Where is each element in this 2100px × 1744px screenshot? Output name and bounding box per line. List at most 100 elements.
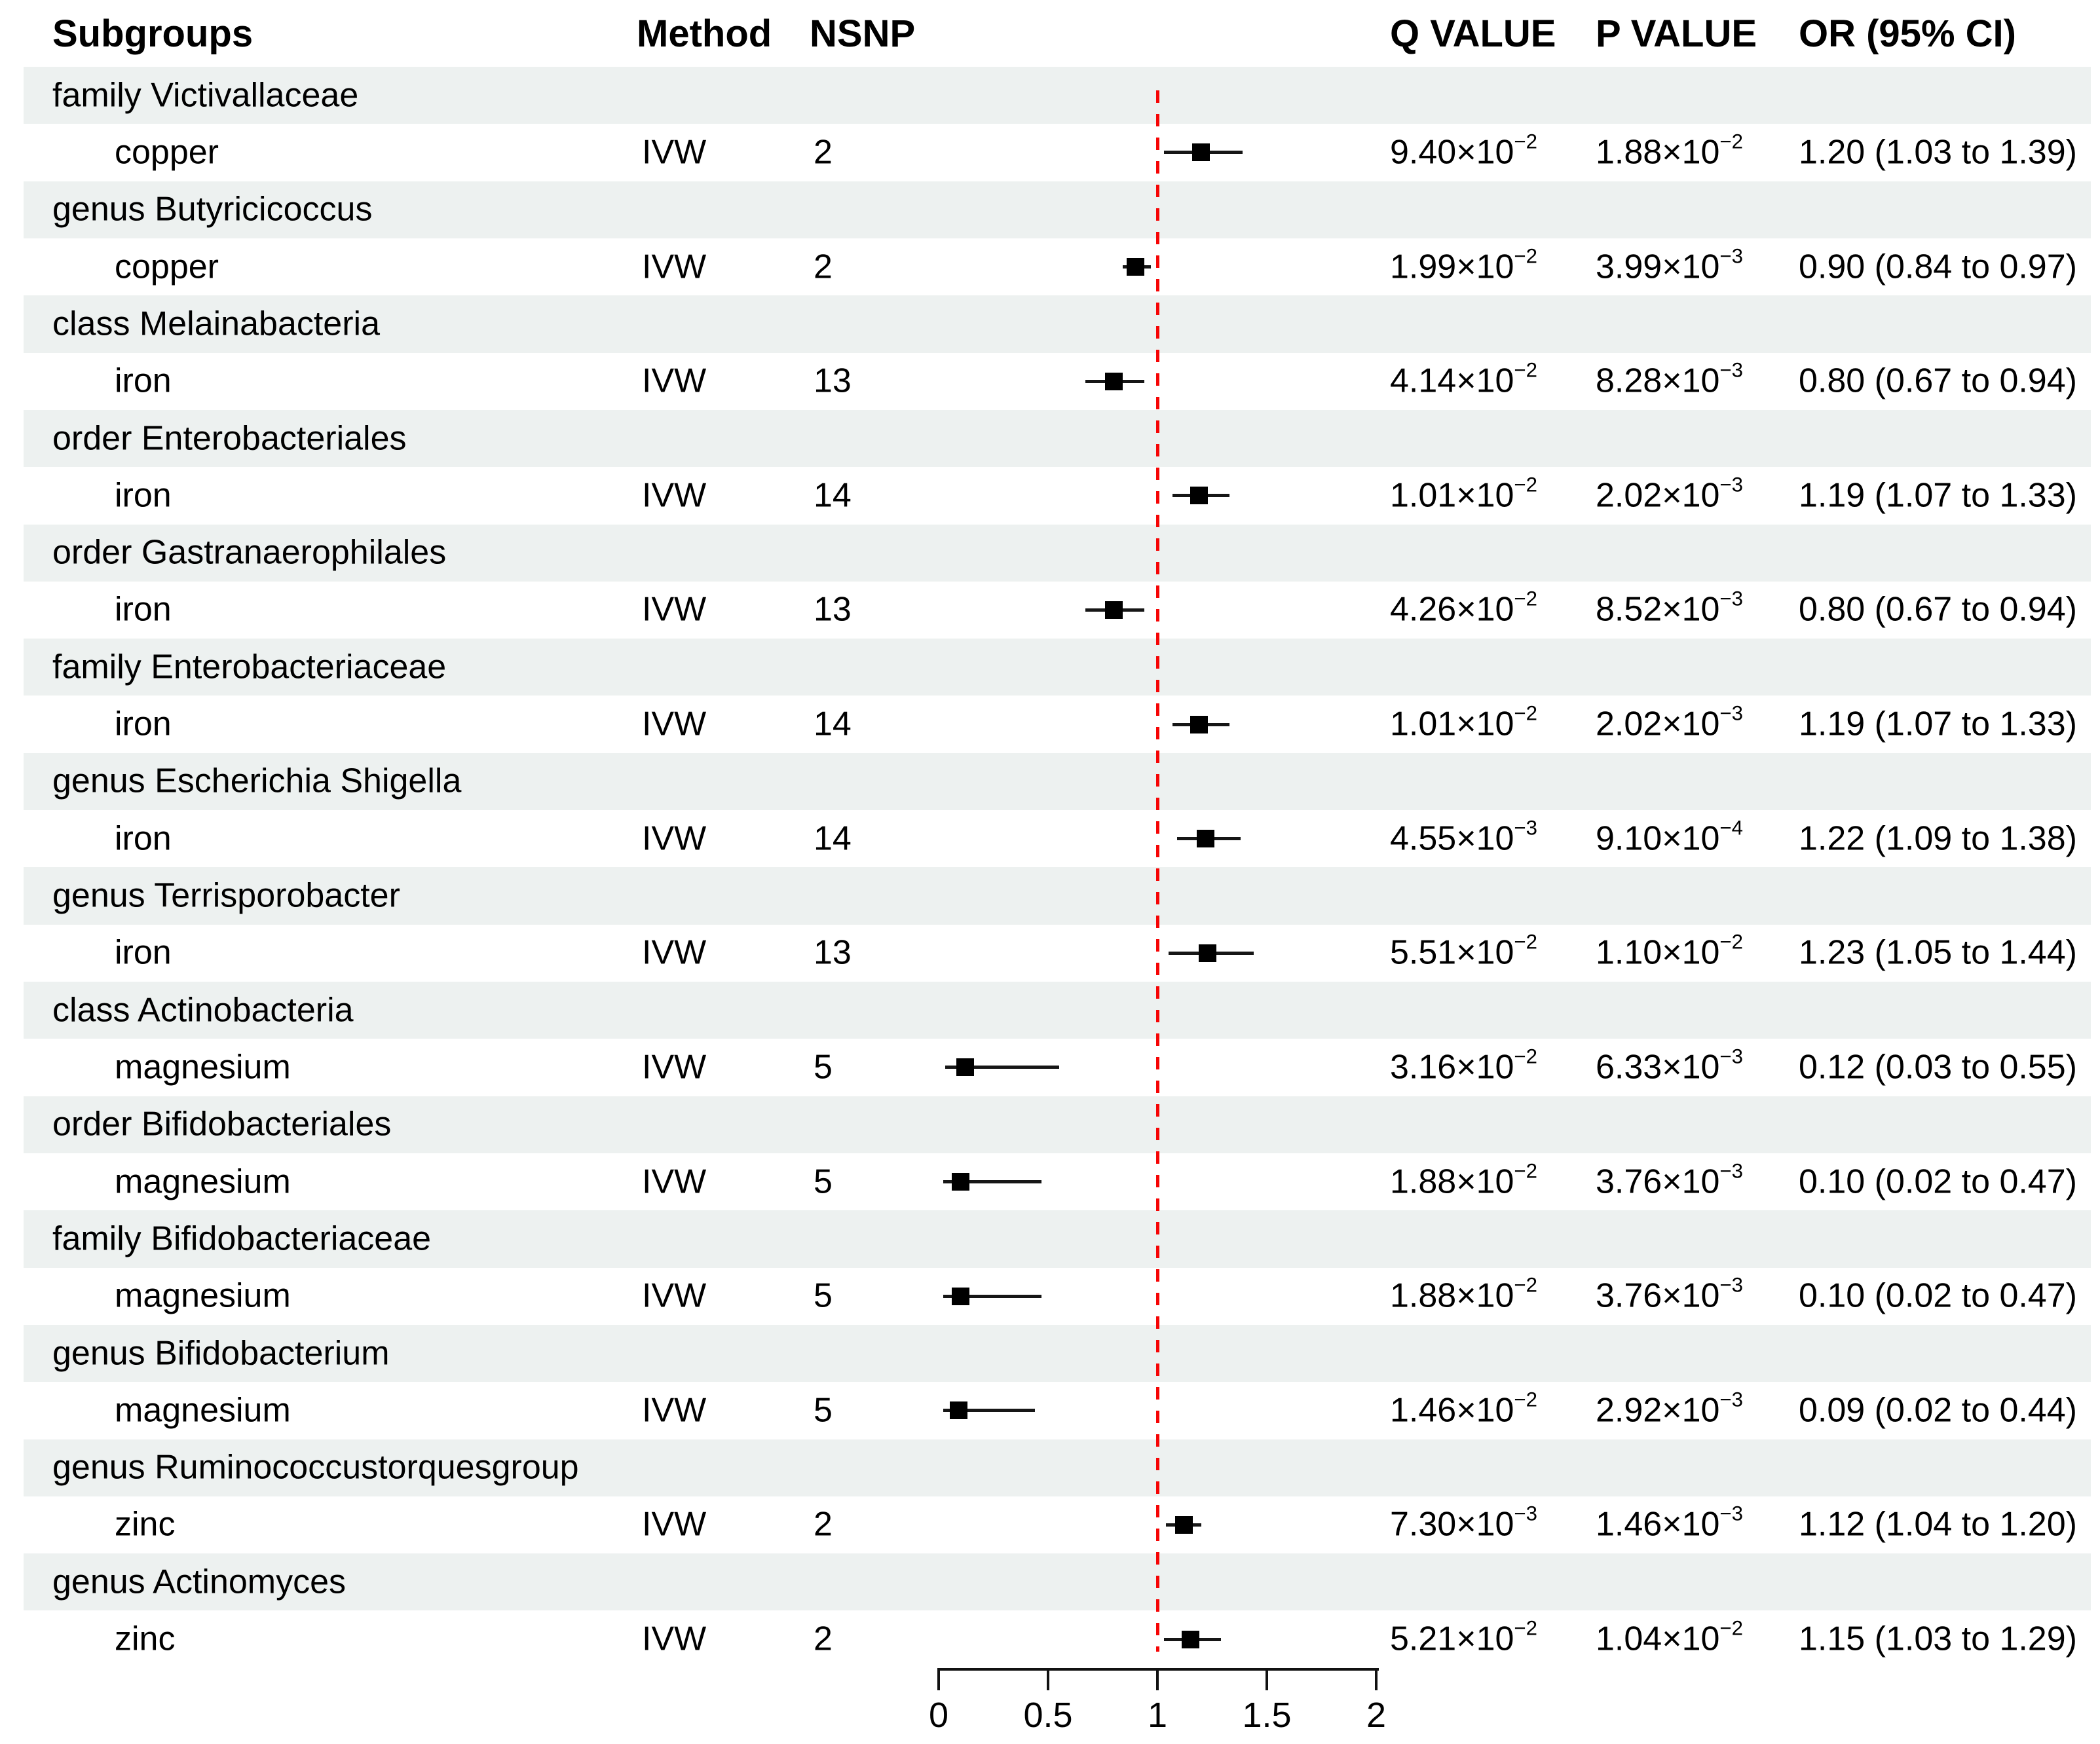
data-row: copper IVW 2 9.40×10−2 1.88×10−2 1.20 (1… — [0, 124, 2100, 181]
group-label: order Bifidobacteriales — [52, 1105, 392, 1143]
q-value: 4.26×10−2 — [1390, 587, 1537, 629]
nsnp-value: 13 — [814, 590, 852, 629]
or-point-marker — [1127, 258, 1145, 276]
x-axis-tick-label: 0.5 — [1023, 1696, 1073, 1735]
column-header-p-value: P VALUE — [1596, 12, 1757, 55]
column-header-q-value: Q VALUE — [1390, 12, 1556, 55]
q-value: 3.16×10−2 — [1390, 1045, 1537, 1086]
data-row: magnesium IVW 5 1.46×10−2 2.92×10−3 0.09… — [0, 1382, 2100, 1439]
or-ci-value: 1.19 (1.07 to 1.33) — [1799, 476, 2077, 515]
p-value: 3.76×10−3 — [1596, 1273, 1743, 1315]
q-value: 1.46×10−2 — [1390, 1388, 1537, 1430]
q-value: 5.21×10−2 — [1390, 1616, 1537, 1658]
data-row: copper IVW 2 1.99×10−2 3.99×10−3 0.90 (0… — [0, 238, 2100, 296]
or-ci-value: 1.19 (1.07 to 1.33) — [1799, 705, 2077, 743]
or-point-marker — [1190, 715, 1208, 733]
method-value: IVW — [642, 1276, 707, 1315]
or-ci-value: 1.20 (1.03 to 1.39) — [1799, 133, 2077, 172]
method-value: IVW — [642, 1505, 707, 1544]
method-value: IVW — [642, 1048, 707, 1086]
or-point-marker — [1181, 1630, 1199, 1648]
group-row: order Bifidobacteriales — [0, 1096, 2100, 1153]
x-axis-tick — [1047, 1668, 1049, 1690]
or-point-marker — [1104, 601, 1123, 619]
group-row: class Actinobacteria — [0, 982, 2100, 1039]
group-row: genus Butyricicoccus — [0, 181, 2100, 238]
column-header-subgroups: Subgroups — [52, 12, 253, 55]
or-ci-value: 1.12 (1.04 to 1.20) — [1799, 1505, 2077, 1544]
x-axis-tick-label: 1.5 — [1242, 1696, 1292, 1735]
group-label: genus Bifidobacterium — [52, 1333, 390, 1372]
or-ci-value: 0.90 (0.84 to 0.97) — [1799, 248, 2077, 286]
data-row: magnesium IVW 5 1.88×10−2 3.76×10−3 0.10… — [0, 1267, 2100, 1325]
x-axis-tick — [1156, 1668, 1159, 1690]
p-value: 1.04×10−2 — [1596, 1616, 1743, 1658]
q-value: 1.01×10−2 — [1390, 473, 1537, 515]
method-value: IVW — [642, 1620, 707, 1658]
or-ci-value: 1.23 (1.05 to 1.44) — [1799, 933, 2077, 972]
group-label: genus Actinomyces — [52, 1563, 347, 1601]
or-point-marker — [1174, 1515, 1193, 1534]
exposure-label: magnesium — [115, 1048, 291, 1086]
or-ci-value: 1.15 (1.03 to 1.29) — [1799, 1620, 2077, 1658]
data-row: iron IVW 13 4.26×10−2 8.52×10−3 0.80 (0.… — [0, 581, 2100, 639]
group-row: genus Actinomyces — [0, 1553, 2100, 1611]
or-ci-value: 1.22 (1.09 to 1.38) — [1799, 819, 2077, 858]
q-value: 7.30×10−3 — [1390, 1502, 1537, 1544]
nsnp-value: 13 — [814, 933, 852, 972]
x-axis-line — [939, 1668, 1379, 1671]
exposure-label: zinc — [115, 1620, 176, 1658]
or-point-marker — [951, 1173, 969, 1191]
p-value: 3.76×10−3 — [1596, 1159, 1743, 1200]
data-row: magnesium IVW 5 3.16×10−2 6.33×10−3 0.12… — [0, 1039, 2100, 1096]
or-ci-value: 0.09 (0.02 to 0.44) — [1799, 1391, 2077, 1430]
data-row: zinc IVW 2 5.21×10−2 1.04×10−2 1.15 (1.0… — [0, 1610, 2100, 1668]
q-value: 5.51×10−2 — [1390, 930, 1537, 972]
nsnp-value: 5 — [814, 1391, 833, 1430]
group-label: genus Escherichia Shigella — [52, 762, 462, 800]
or-point-marker — [956, 1058, 974, 1077]
nsnp-value: 14 — [814, 705, 852, 743]
group-row: family Victivallaceae — [0, 67, 2100, 124]
data-row: iron IVW 14 1.01×10−2 2.02×10−3 1.19 (1.… — [0, 467, 2100, 525]
exposure-label: magnesium — [115, 1162, 291, 1200]
q-value: 9.40×10−2 — [1390, 130, 1537, 172]
x-axis-tick-label: 2 — [1366, 1696, 1387, 1735]
nsnp-value: 5 — [814, 1048, 833, 1086]
method-value: IVW — [642, 248, 707, 286]
nsnp-value: 14 — [814, 819, 852, 858]
group-label: family Bifidobacteriaceae — [52, 1219, 432, 1258]
p-value: 9.10×10−4 — [1596, 816, 1743, 858]
method-value: IVW — [642, 590, 707, 629]
p-value: 2.02×10−3 — [1596, 701, 1743, 743]
exposure-label: iron — [115, 819, 172, 858]
x-axis-tick-label: 0 — [928, 1696, 949, 1735]
or-point-marker — [949, 1401, 967, 1420]
column-header-or-ci: OR (95% CI) — [1799, 12, 2016, 55]
nsnp-value: 5 — [814, 1162, 833, 1200]
confidence-interval-line — [943, 1409, 1035, 1413]
data-row: iron IVW 14 1.01×10−2 2.02×10−3 1.19 (1.… — [0, 696, 2100, 753]
or-point-marker — [1104, 372, 1123, 390]
method-value: IVW — [642, 933, 707, 972]
nsnp-value: 2 — [814, 248, 833, 286]
confidence-interval-line — [945, 1066, 1059, 1069]
method-value: IVW — [642, 133, 707, 172]
q-value: 1.99×10−2 — [1390, 244, 1537, 286]
data-row: iron IVW 13 5.51×10−2 1.10×10−2 1.23 (1.… — [0, 924, 2100, 982]
x-axis-tick-label: 1 — [1147, 1696, 1168, 1735]
exposure-label: iron — [115, 705, 172, 743]
x-axis-tick — [1266, 1668, 1268, 1690]
exposure-label: magnesium — [115, 1276, 291, 1315]
nsnp-value: 2 — [814, 1620, 833, 1658]
group-label: class Actinobacteria — [52, 991, 354, 1030]
confidence-interval-line — [943, 1294, 1041, 1298]
reference-line-or-1 — [1155, 90, 1159, 1652]
or-ci-value: 0.80 (0.67 to 0.94) — [1799, 590, 2077, 629]
p-value: 1.88×10−2 — [1596, 130, 1743, 172]
nsnp-value: 5 — [814, 1276, 833, 1315]
or-ci-value: 0.12 (0.03 to 0.55) — [1799, 1048, 2077, 1086]
or-ci-value: 0.10 (0.02 to 0.47) — [1799, 1276, 2077, 1315]
p-value: 2.02×10−3 — [1596, 473, 1743, 515]
